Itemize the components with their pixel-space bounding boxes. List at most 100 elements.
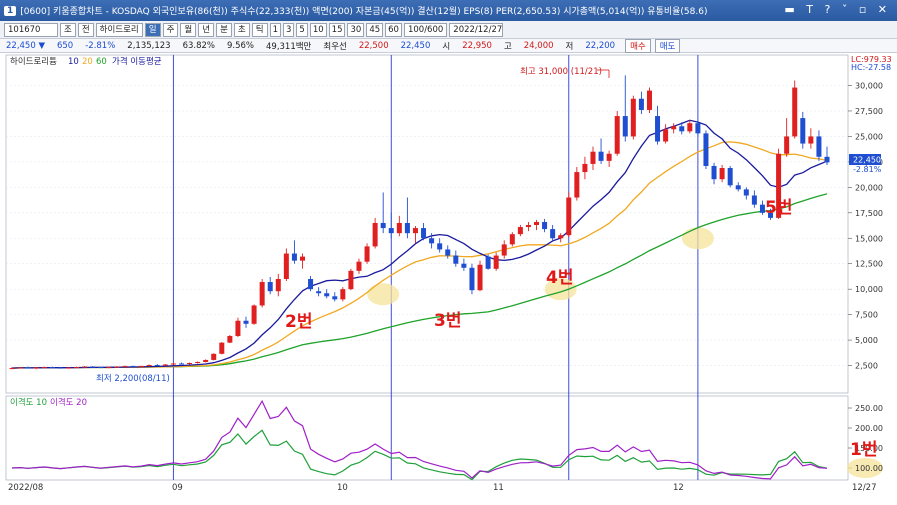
current-price: 22,450 ▼ [6, 40, 45, 51]
candle-body [74, 367, 80, 369]
candle-body [90, 366, 96, 368]
candle-body [582, 163, 588, 173]
candle-body [178, 363, 184, 365]
data-count-input[interactable]: 100/600 [403, 22, 448, 37]
interval-45[interactable]: 45 [366, 22, 384, 37]
candle-body [646, 90, 652, 110]
candle-body [485, 256, 491, 269]
corner-label-hc: HC:-27.58 [851, 63, 891, 72]
candle-body [388, 228, 394, 234]
disparity20-line [11, 399, 828, 480]
current-price-tag [849, 154, 881, 165]
interval-60[interactable]: 60 [385, 22, 402, 37]
period-daily-tab[interactable]: 일 [144, 22, 161, 37]
period-monthly-tab[interactable]: 월 [180, 22, 197, 37]
candle-body [211, 353, 217, 360]
candle-body [146, 365, 152, 367]
candle-body [154, 365, 160, 367]
candle-body [98, 367, 104, 369]
toolbar-item-0[interactable]: 조 [60, 22, 76, 37]
current-change-label: -2.81% [853, 165, 882, 174]
period-yearly-tab[interactable]: 년 [198, 22, 215, 37]
high-annotation: 최고 31,000 (11/21) [520, 66, 602, 77]
candle-body [138, 366, 144, 368]
candle-body [114, 366, 120, 368]
interval-5[interactable]: 5 [296, 22, 308, 37]
window-number: 1 [4, 5, 17, 16]
legend-ma20: 20 [82, 57, 93, 67]
candle-body [299, 256, 305, 261]
period-second-tab[interactable]: 초 [233, 22, 250, 37]
candle-body [824, 156, 830, 163]
candle-body [308, 278, 314, 290]
open-label: 시 [442, 41, 451, 52]
interval-15[interactable]: 15 [328, 22, 346, 37]
candle-body [259, 282, 265, 306]
candle-body [275, 278, 281, 292]
interval-30[interactable]: 30 [347, 22, 365, 37]
x-tick-3: 11 [493, 483, 504, 493]
candle-body [9, 368, 15, 370]
candle-body [542, 221, 548, 230]
candle-body [291, 253, 297, 261]
candle-body [170, 363, 176, 365]
stock-code-input[interactable]: 101670 [4, 22, 58, 37]
candle-body [130, 366, 136, 368]
mark-5: 5번 [765, 198, 792, 218]
period-weekly-tab[interactable]: 주 [162, 22, 179, 37]
candle-body [768, 212, 774, 218]
ma10-line [11, 119, 828, 369]
y-tick-label: 12,500 [855, 260, 883, 269]
y-tick-label: 30,000 [855, 82, 883, 91]
trade-amount: 49,311백만 [266, 41, 312, 52]
corner-label-lc: LC:979.33 [851, 55, 892, 64]
candle-body [235, 320, 241, 337]
candle-body [558, 235, 564, 239]
date-input[interactable]: 2022/12/27 [449, 22, 504, 37]
candle-body [41, 367, 47, 369]
period-minute-tab[interactable]: 분 [216, 22, 232, 37]
candle-body [501, 244, 507, 256]
candle-body [227, 336, 233, 343]
candle-body [461, 263, 467, 268]
candle-body [429, 238, 435, 244]
candle-body [525, 225, 531, 228]
candle-body [195, 361, 201, 363]
candle-body [396, 222, 402, 234]
candle-body [655, 116, 661, 142]
candle-body [404, 222, 410, 234]
candle-body [469, 267, 475, 291]
candle-body [590, 151, 596, 164]
candle-body [719, 167, 725, 180]
window-title: [0600] 키움종합차트 - KOSDAQ 외국인보유(86(천)) 주식수(… [20, 7, 708, 17]
legend-ma60: 60 [96, 57, 107, 67]
candle-body [25, 367, 31, 369]
period-tick-tab[interactable]: 틱 [251, 22, 268, 37]
stock-legend-name: 하이드로리튬 [10, 56, 57, 67]
candle-body [622, 116, 628, 137]
low-annotation: 최저 2,200(08/11) [96, 373, 170, 384]
highlight-circle [681, 227, 714, 250]
candle-body [614, 116, 620, 154]
interval-1[interactable]: 1 [269, 22, 281, 37]
x-tick-0: 2022/08 [8, 483, 43, 493]
sell-button[interactable]: 매도 [654, 38, 681, 53]
mark-1: 1번 [850, 440, 877, 460]
candle-body [566, 197, 572, 236]
buy-button[interactable]: 매수 [625, 38, 651, 53]
volume: 2,135,123 [127, 40, 171, 51]
x-tick-2: 10 [337, 483, 348, 493]
candle-body [630, 98, 636, 137]
window-controls[interactable]: ▬ T ? ˇ ▫ ✕ [784, 3, 891, 16]
low-label: 저 [565, 41, 574, 52]
price-panel [5, 54, 849, 394]
candle-body [106, 367, 112, 369]
bid-price: 22,500 [358, 40, 389, 51]
toolbar-item-1[interactable]: 전 [77, 22, 94, 37]
interval-3[interactable]: 3 [282, 22, 295, 37]
stock-name[interactable]: 하이드로리 [95, 22, 143, 37]
y-tick-label: 15,000 [855, 234, 883, 243]
interval-10[interactable]: 10 [309, 22, 327, 37]
candle-body [219, 342, 225, 354]
